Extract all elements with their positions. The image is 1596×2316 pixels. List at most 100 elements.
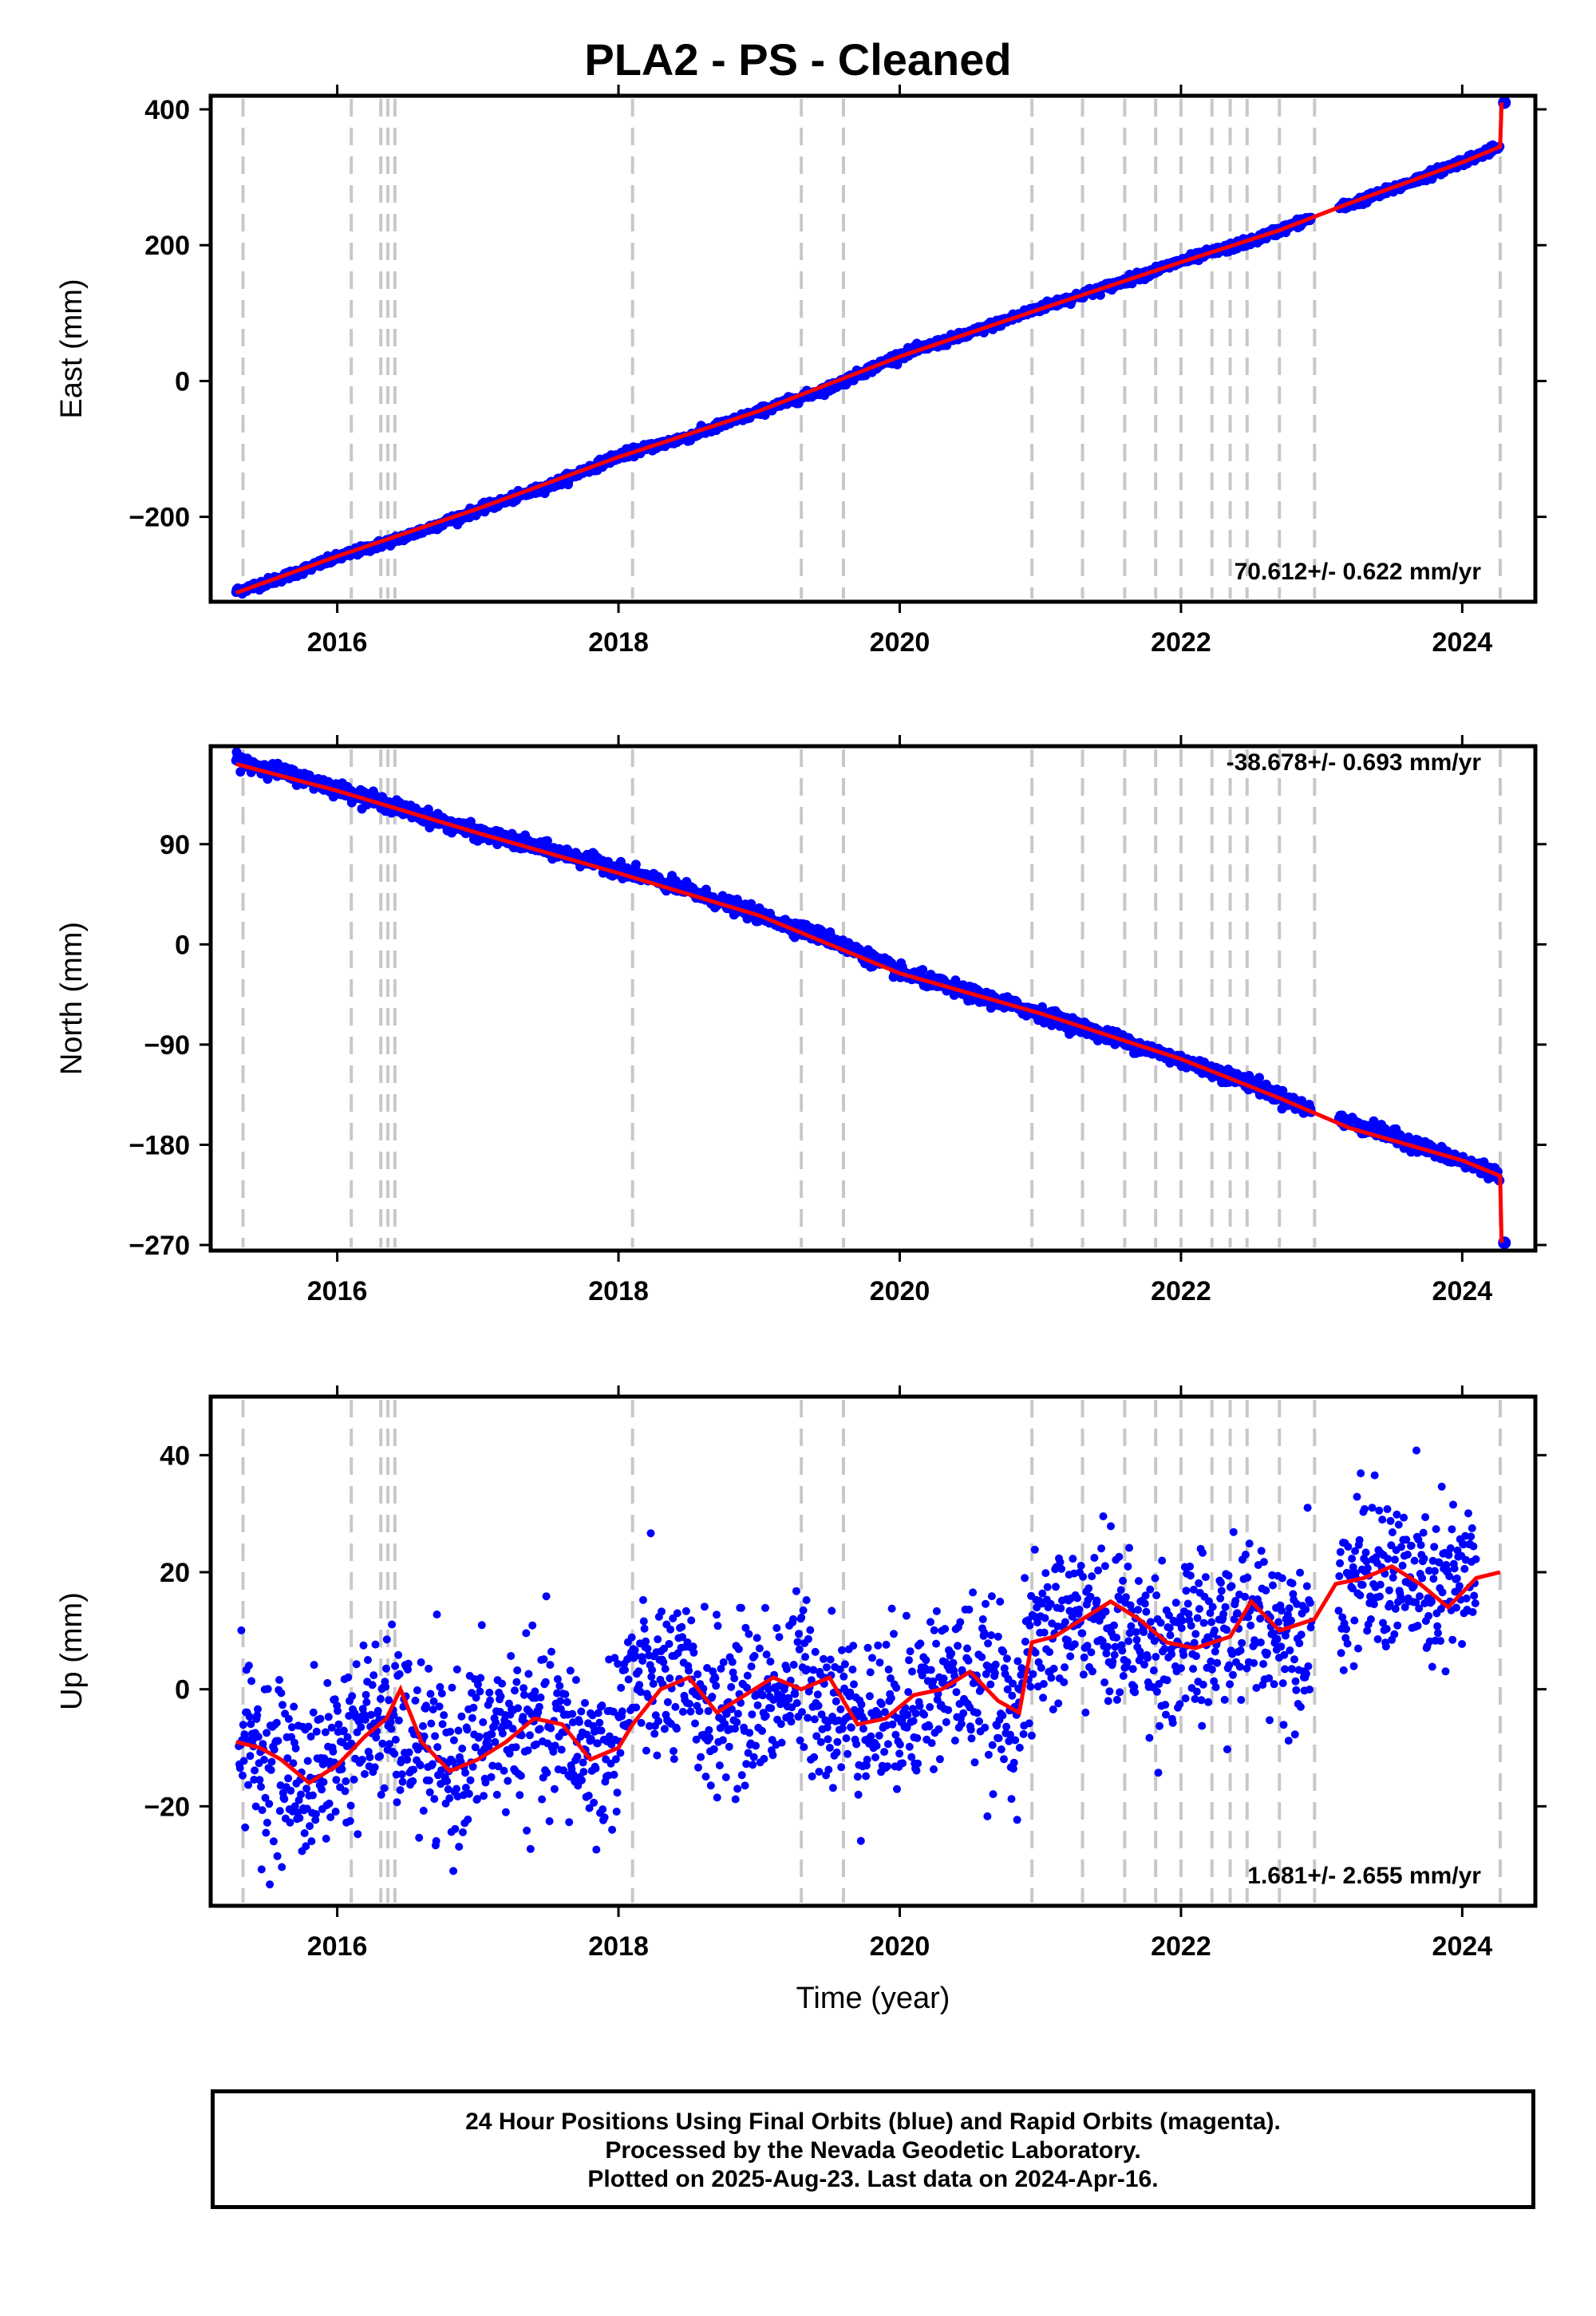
data-point — [728, 1705, 736, 1713]
data-point — [263, 1729, 271, 1737]
data-point — [312, 1810, 320, 1818]
data-point — [621, 1666, 629, 1674]
data-point — [717, 1664, 725, 1673]
data-point — [719, 1658, 728, 1666]
data-point — [452, 1784, 460, 1793]
data-point — [671, 1702, 680, 1711]
x-tick-label: 2018 — [588, 627, 649, 658]
data-point — [685, 1666, 693, 1675]
x-tick-label: 2020 — [870, 1276, 930, 1306]
data-point — [538, 1795, 547, 1804]
data-point — [708, 1693, 717, 1701]
data-point — [498, 1729, 507, 1737]
y-tick-label: 0 — [175, 930, 190, 960]
data-point — [476, 1674, 485, 1682]
data-point — [647, 1673, 656, 1681]
data-point — [501, 1808, 510, 1816]
data-point — [251, 1766, 259, 1775]
data-point — [372, 1733, 381, 1742]
data-point — [382, 1664, 390, 1673]
data-point — [346, 1816, 354, 1825]
data-point — [712, 1682, 721, 1690]
data-point — [556, 1705, 565, 1713]
data-point — [464, 1789, 473, 1798]
data-point — [464, 1815, 472, 1824]
data-point — [385, 1740, 393, 1749]
data-point — [432, 1836, 440, 1845]
data-point — [239, 1757, 248, 1765]
data-point — [795, 1630, 803, 1638]
data-point — [244, 1662, 253, 1670]
data-point — [797, 1613, 806, 1622]
data-point — [455, 1843, 464, 1851]
data-point — [302, 1842, 310, 1851]
y-tick-label: −270 — [128, 1231, 190, 1261]
data-point — [239, 1721, 247, 1729]
data-point — [477, 1621, 486, 1630]
data-point — [727, 1682, 736, 1691]
x-tick-label: 2024 — [1432, 627, 1493, 658]
data-point — [306, 1822, 314, 1831]
data-point — [438, 1720, 447, 1729]
data-point — [398, 1777, 407, 1786]
data-point — [598, 1805, 607, 1814]
data-point — [584, 1792, 593, 1800]
data-point — [290, 1802, 299, 1811]
data-point — [235, 1764, 244, 1773]
data-point — [488, 1730, 496, 1739]
data-point — [806, 1626, 815, 1634]
data-point — [261, 1793, 270, 1802]
plot-frame — [208, 744, 1538, 1253]
y-tick-label: −180 — [128, 1130, 190, 1160]
data-point — [610, 1770, 618, 1779]
data-point — [326, 1813, 335, 1821]
data-point — [436, 1682, 444, 1691]
data-point — [689, 1642, 697, 1651]
y-axis-label: East (mm) — [55, 279, 89, 418]
data-point — [658, 1607, 666, 1616]
data-point — [286, 1786, 295, 1795]
data-point — [777, 1738, 786, 1747]
data-point — [711, 1674, 720, 1682]
data-point — [762, 1650, 771, 1659]
data-point — [468, 1713, 476, 1722]
data-point — [810, 1753, 819, 1761]
data-point — [284, 1774, 293, 1783]
data-point — [663, 1697, 672, 1706]
data-point — [814, 1701, 823, 1710]
data-point — [513, 1666, 522, 1674]
data-point — [395, 1670, 404, 1678]
data-point — [409, 1777, 417, 1785]
data-point — [611, 1755, 620, 1764]
data-point — [330, 1695, 339, 1704]
data-point — [251, 1802, 260, 1811]
data-point — [1369, 1116, 1379, 1126]
data-point — [277, 1689, 286, 1697]
x-tick-label: 2016 — [307, 1276, 368, 1306]
data-point — [443, 1777, 452, 1785]
data-point — [303, 1757, 312, 1765]
data-point — [507, 1652, 516, 1660]
data-point — [590, 1798, 598, 1807]
data-point — [346, 1801, 355, 1810]
data-point — [776, 1720, 785, 1729]
data-point — [706, 1781, 715, 1790]
data-point — [272, 1718, 281, 1727]
data-point — [405, 1748, 413, 1757]
data-point — [575, 1717, 583, 1726]
data-point — [643, 1644, 652, 1653]
data-point — [752, 1741, 760, 1750]
data-point — [473, 1795, 482, 1803]
data-point — [494, 1762, 503, 1771]
data-point — [404, 1659, 413, 1668]
data-point — [618, 1707, 626, 1716]
data-point — [283, 1754, 292, 1763]
data-point — [594, 1709, 602, 1717]
data-point — [254, 1705, 262, 1713]
data-point — [480, 1792, 488, 1800]
data-point — [409, 1765, 418, 1774]
data-point — [783, 1665, 791, 1674]
data-point — [566, 1666, 575, 1675]
data-point — [321, 1728, 330, 1737]
data-point — [361, 1715, 369, 1724]
